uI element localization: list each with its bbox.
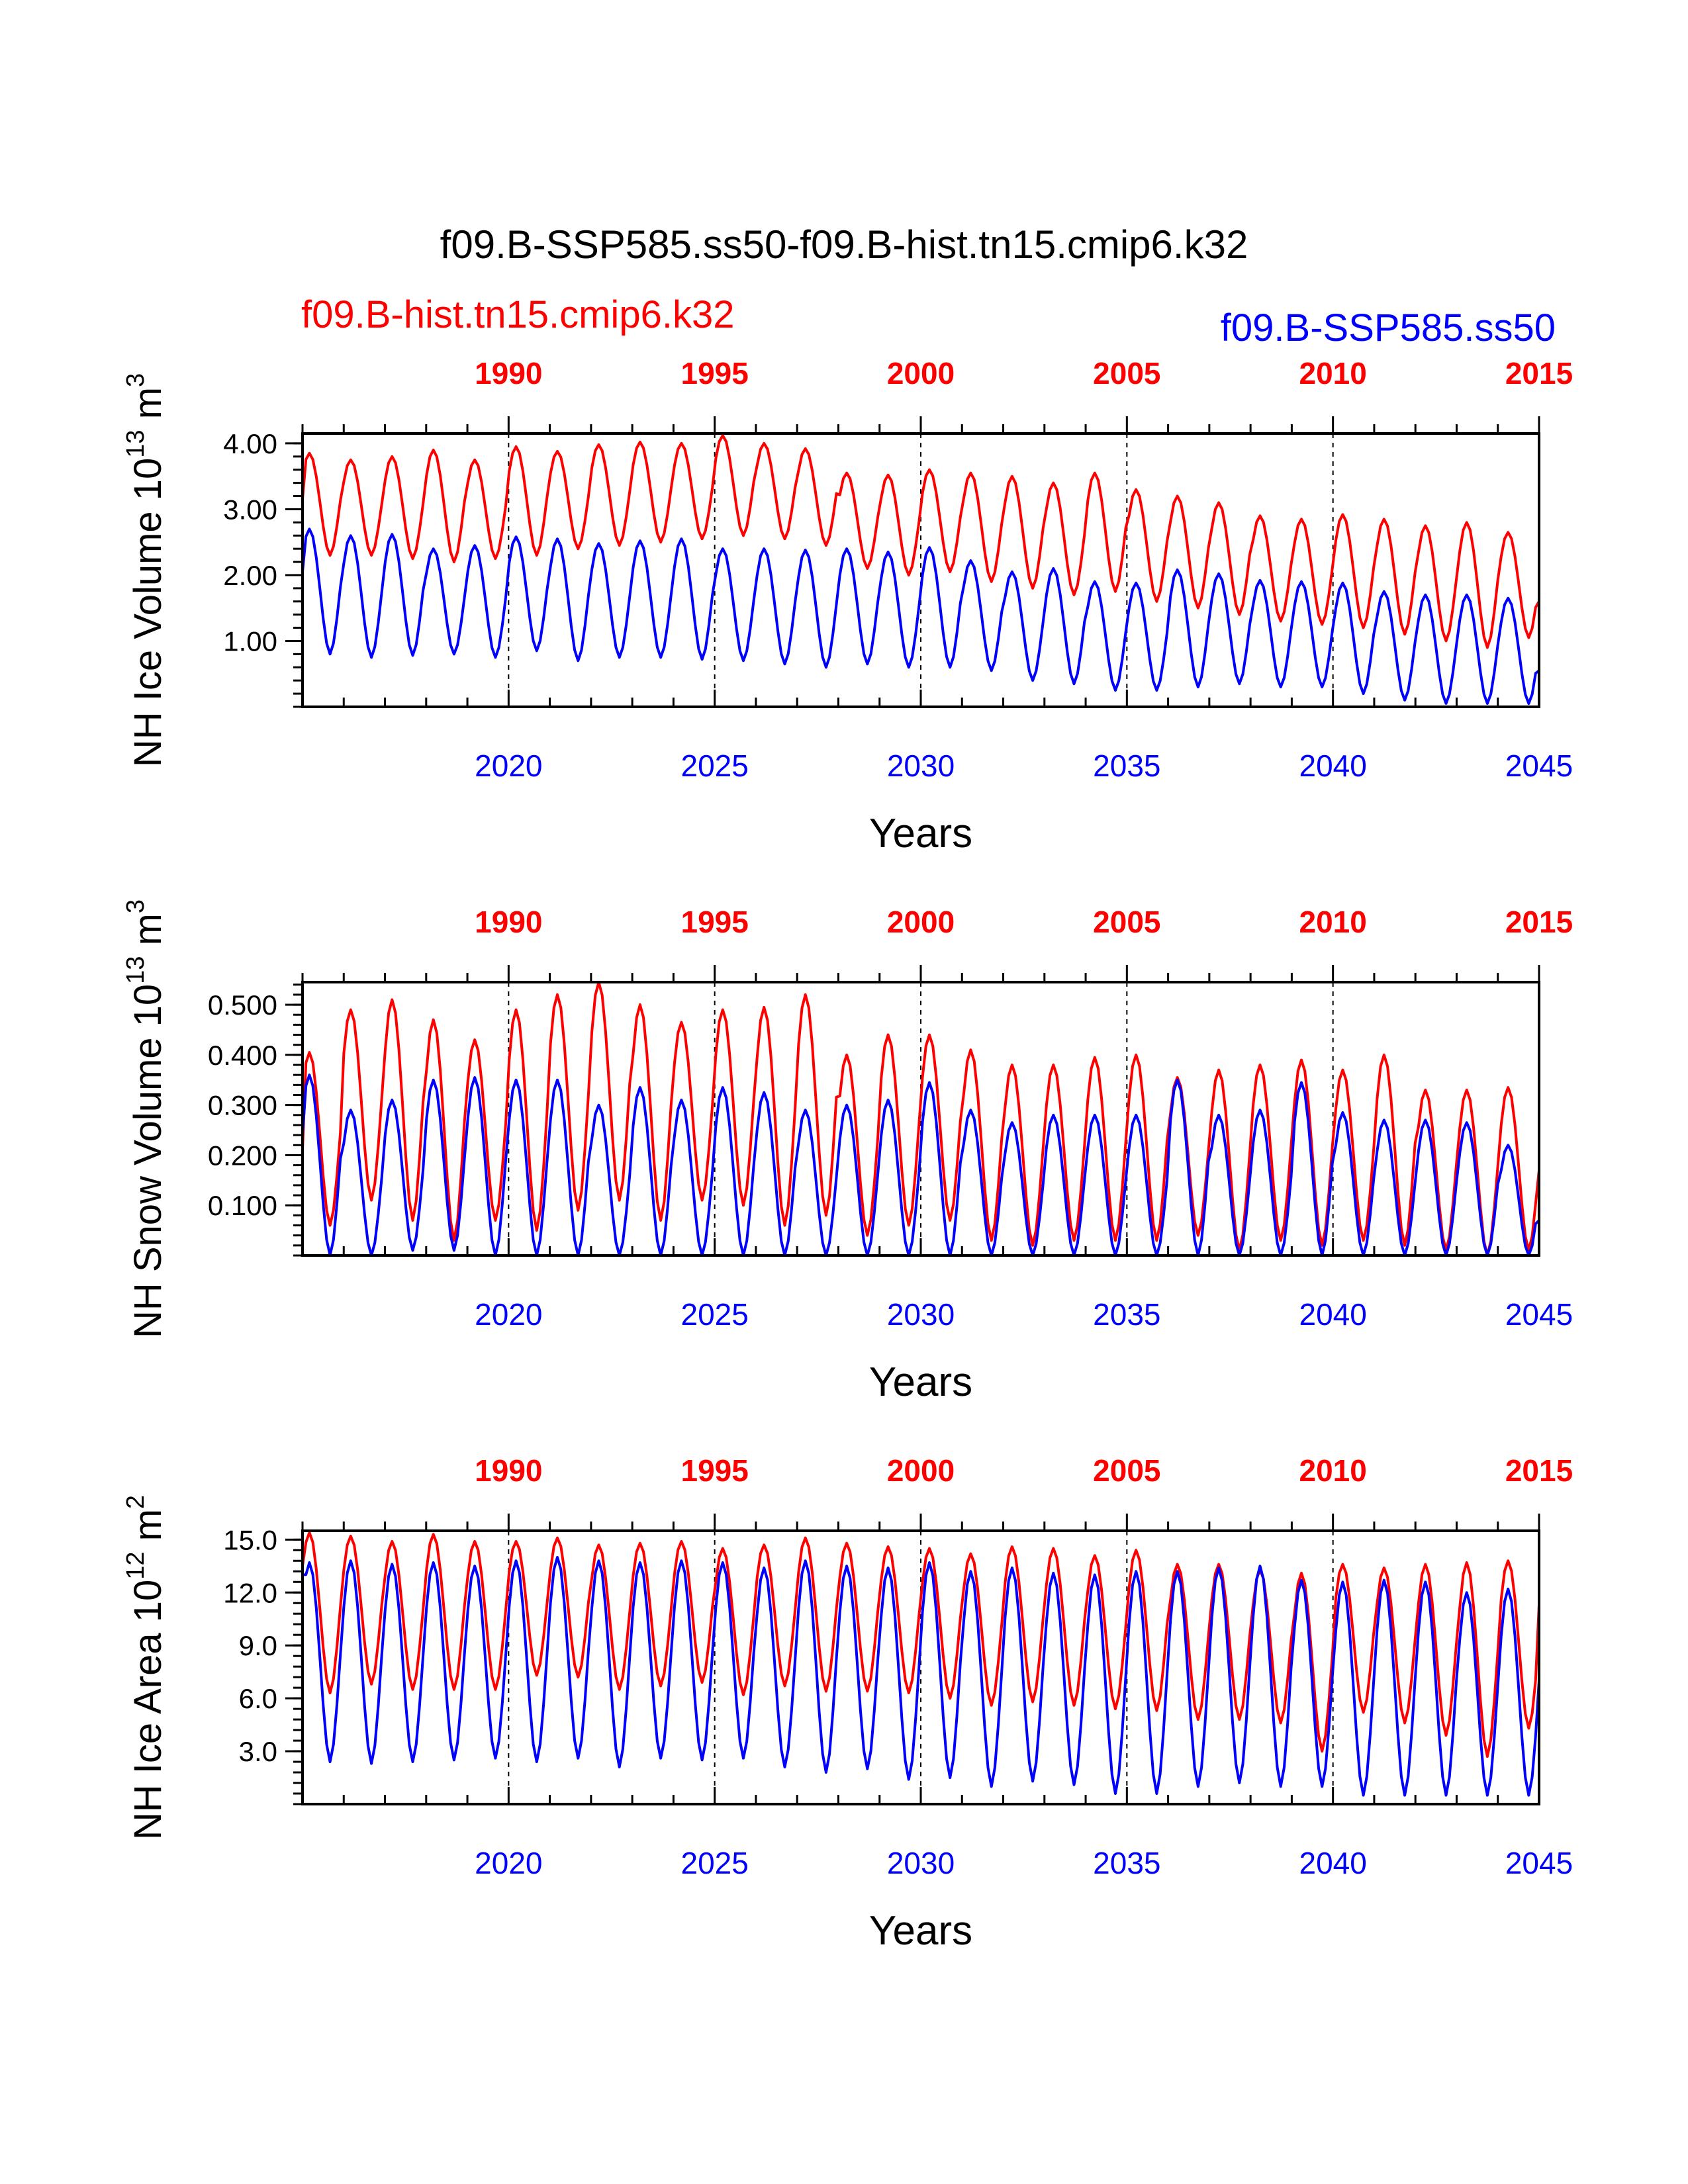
ice-volume-bottom-tick-label: 2030 — [887, 749, 955, 783]
legend-blue: f09.B-SSP585.ss50 — [1221, 306, 1556, 349]
snow-volume-bottom-tick-label: 2025 — [680, 1297, 748, 1332]
ice-area-bottom-tick-label: 2020 — [475, 1846, 542, 1880]
ice-volume-top-tick-label: 1995 — [680, 356, 748, 390]
ice-area-top-tick-label: 2000 — [887, 1453, 955, 1488]
snow-volume-bottom-tick-label: 2035 — [1093, 1297, 1160, 1332]
snow-volume-panel: 0.100 0.200 0.300 0.400 0.500 2020 2025 2030 203… — [122, 899, 1573, 1405]
ice-area-series-hist — [301, 1531, 1540, 1758]
ice-volume-ytick-label: 2.00 — [223, 560, 277, 591]
ice-area-bottom-tick-label: 2035 — [1093, 1846, 1160, 1880]
ice-volume-bottom-tick-label: 2040 — [1299, 749, 1366, 783]
ice-volume-top-tick-label: 2000 — [887, 356, 955, 390]
ice-area-series-ssp585 — [302, 1556, 1540, 1797]
snow-volume-ytick-label: 0.300 — [208, 1090, 277, 1121]
ice-area-ytick-label: 12.0 — [223, 1577, 277, 1608]
ice-area-panel: 3.0 6.0 9.0 12.0 15.0 2020 2025 2030 2035 2040 204… — [122, 1453, 1573, 1954]
ice-volume-bottom-tick-label: 2035 — [1093, 749, 1160, 783]
ice-volume-series-ssp585 — [301, 527, 1540, 705]
ice-volume-top-tick-label: 2005 — [1093, 356, 1160, 390]
ice-area-bottom-tick-label: 2040 — [1299, 1846, 1366, 1880]
ice-volume-top-tick-label: 2010 — [1299, 356, 1366, 390]
ice-area-ytick-label: 3.0 — [239, 1736, 277, 1767]
ice-area-bottom-tick-label: 2025 — [680, 1846, 748, 1880]
ice-volume-ylabel: NH Ice Volume 1013 m3 — [122, 373, 169, 767]
ice-volume-top-tick-label: 1990 — [475, 356, 542, 390]
ice-volume-top-tick-label: 2015 — [1505, 356, 1573, 390]
legend-red: f09.B-hist.tn15.cmip6.k32 — [301, 293, 734, 336]
ice-volume-xlabel: Years — [869, 811, 972, 856]
ice-area-bottom-tick-label: 2045 — [1505, 1846, 1573, 1880]
snow-volume-series-ssp585 — [301, 1073, 1540, 1257]
ice-volume-ytick-label: 3.00 — [223, 494, 277, 525]
snow-volume-bottom-tick-label: 2045 — [1505, 1297, 1573, 1332]
ice-volume-ytick-label: 4.00 — [223, 428, 277, 459]
snow-volume-top-tick-label: 2010 — [1299, 905, 1366, 939]
ice-area-bottom-tick-label: 2030 — [887, 1846, 955, 1880]
ice-area-top-tick-label: 2005 — [1093, 1453, 1160, 1488]
ice-area-top-tick-label: 1995 — [680, 1453, 748, 1488]
snow-volume-ytick-label: 0.200 — [208, 1140, 277, 1171]
ice-area-top-tick-label: 2010 — [1299, 1453, 1366, 1488]
snow-volume-bottom-tick-label: 2040 — [1299, 1297, 1366, 1332]
ice-volume-panel: 1.00 2.00 3.00 4.00 2020 2025 2030 2035 2040 2045… — [122, 356, 1573, 856]
ice-area-ytick-label: 6.0 — [239, 1683, 277, 1714]
snow-volume-top-tick-label: 1995 — [680, 905, 748, 939]
snow-volume-top-tick-label: 1990 — [475, 905, 542, 939]
snow-volume-bottom-tick-label: 2030 — [887, 1297, 955, 1332]
snow-volume-ytick-label: 0.400 — [208, 1040, 277, 1071]
snow-volume-ytick-label: 0.500 — [208, 989, 277, 1021]
ice-area-ylabel: NH Ice Area 1012 m2 — [122, 1495, 169, 1840]
ice-volume-ytick-label: 1.00 — [223, 625, 277, 657]
ice-volume-bottom-tick-label: 2045 — [1505, 749, 1573, 783]
ice-volume-series-hist — [301, 434, 1540, 649]
snow-volume-ytick-label: 0.100 — [208, 1190, 277, 1221]
snow-volume-top-tick-label: 2015 — [1505, 905, 1573, 939]
snow-volume-ylabel: NH Snow Volume 1013 m3 — [122, 899, 169, 1338]
ice-area-top-tick-label: 1990 — [475, 1453, 542, 1488]
snow-volume-xlabel: Years — [869, 1359, 972, 1405]
ice-area-ytick-label: 15.0 — [223, 1524, 277, 1555]
ice-volume-bottom-tick-label: 2020 — [475, 749, 542, 783]
snow-volume-series-hist — [301, 981, 1540, 1257]
figure-title: f09.B-SSP585.ss50-f09.B-hist.tn15.cmip6.… — [440, 222, 1248, 267]
snow-volume-top-tick-label: 2005 — [1093, 905, 1160, 939]
ice-volume-bottom-tick-label: 2025 — [680, 749, 748, 783]
snow-volume-top-tick-label: 2000 — [887, 905, 955, 939]
ice-area-top-tick-label: 2015 — [1505, 1453, 1573, 1488]
ice-area-ytick-label: 9.0 — [239, 1630, 277, 1661]
snow-volume-bottom-tick-label: 2020 — [475, 1297, 542, 1332]
ice-area-xlabel: Years — [869, 1908, 972, 1954]
